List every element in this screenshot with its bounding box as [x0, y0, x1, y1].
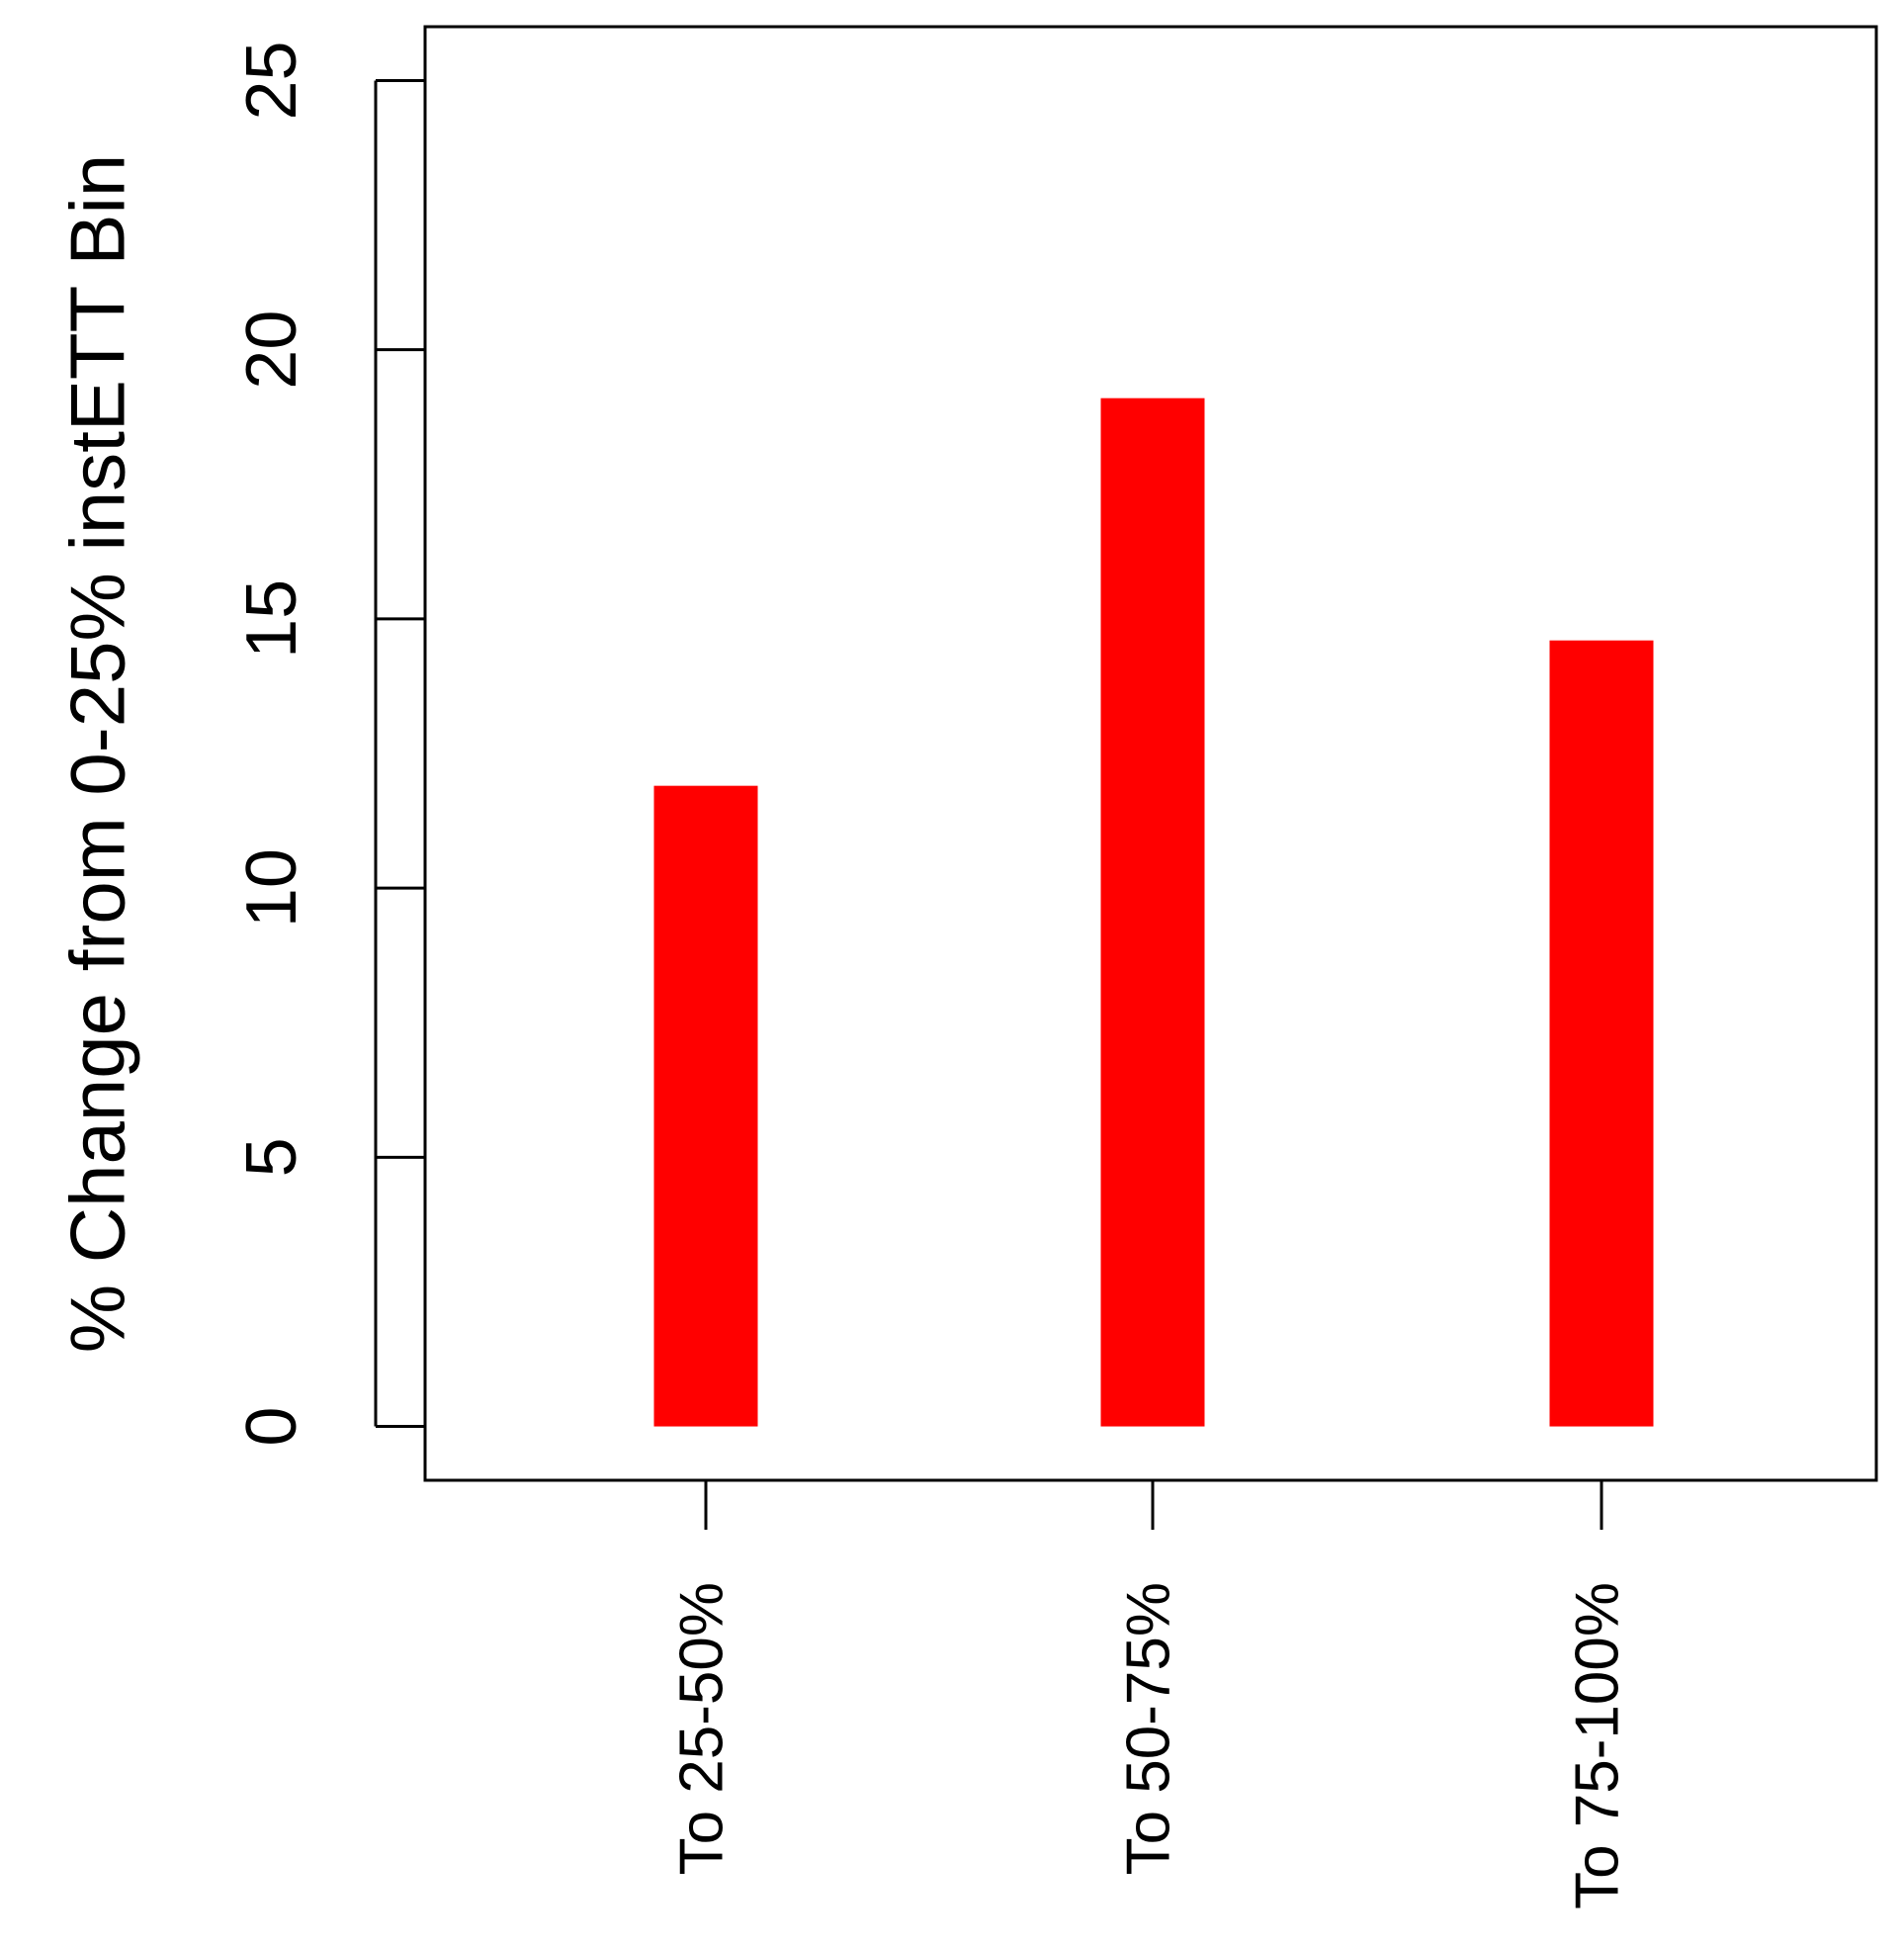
y-tick-label-25: 25 — [232, 41, 311, 120]
bar-2 — [1100, 398, 1205, 1427]
y-tick-label-20: 20 — [232, 310, 311, 390]
y-axis-label: % Change from 0-25% instETT Bin — [54, 154, 141, 1353]
y-tick-label-0: 0 — [232, 1407, 311, 1447]
y-tick-label-10: 10 — [232, 848, 311, 928]
x-tick-label-3: To 75-100% — [1563, 1582, 1631, 1909]
x-tick-label-2: To 50-75% — [1114, 1582, 1182, 1875]
bar-3 — [1549, 640, 1654, 1427]
y-tick-label-15: 15 — [232, 579, 311, 659]
x-axis: To 25-50% To 50-75% To 75-100% — [667, 1480, 1631, 1909]
x-tick-label-1: To 25-50% — [667, 1582, 736, 1875]
y-axis: 0 5 10 15 20 25 — [232, 41, 425, 1447]
plot-frame — [423, 25, 1878, 1482]
bar-1 — [653, 785, 758, 1427]
y-tick-label-5: 5 — [232, 1137, 311, 1177]
bars-layer — [653, 398, 1654, 1427]
